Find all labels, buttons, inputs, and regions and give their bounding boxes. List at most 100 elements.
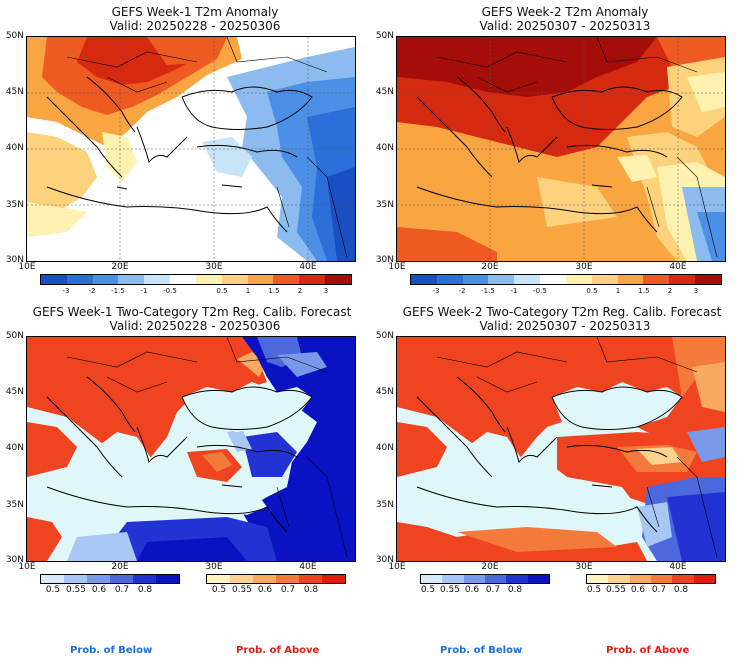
prob-below-colorbar [40,574,180,584]
anomaly-colorbar-swatch [565,275,592,284]
lat-label: 50N [5,331,24,341]
prob-above-colorbar-swatch [693,575,715,583]
anomaly-colorbar-swatch [273,275,300,284]
prob-below-colorbar-swatch [156,575,179,583]
prob-below-colorbar [420,574,550,584]
prob-above-colorbar-swatch [322,575,345,583]
prob-above-colorbar-swatch [207,575,230,583]
lon-label: 30E [575,562,593,572]
lat-label: 45N [375,387,394,397]
colorbar-label: 2 [297,287,303,295]
anomaly-colorbar-swatch [118,275,145,284]
colorbar-label: 0.7 [651,585,667,595]
colorbar-label: 2 [667,287,673,295]
panel-title: GEFS Week-1 Two-Category T2m Reg. Calib.… [32,305,352,319]
lat-label: 30N [5,255,24,265]
colorbar-label: 0.55 [605,585,627,595]
anomaly-colorbar-swatch [325,275,351,284]
probability-map [396,336,726,562]
colorbar-label: -1 [510,287,518,295]
panel-valid-date: Valid: 20250228 - 20250306 [109,319,281,333]
panel-valid-date: Valid: 20250307 - 20250313 [479,319,651,333]
panel-week1-anomaly: GEFS Week-1 T2m Anomaly Valid: 20250228 … [0,0,370,300]
colorbar-label: -2 [88,287,96,295]
prob-above-colorbar-swatch [650,575,673,583]
colorbar-label: -1.5 [481,287,495,295]
colorbar-label: 0.5 [586,585,602,595]
colorbar-label: 0.8 [507,585,523,595]
colorbar-label: 0.6 [630,585,646,595]
colorbar-label: 0.5 [211,585,227,595]
colorbar-label: 3 [693,287,699,295]
colorbar-label: -3 [432,287,440,295]
lat-label: 45N [5,387,24,397]
lat-label: 50N [375,31,394,41]
panel-week2-anomaly: GEFS Week-2 T2m Anomaly Valid: 20250307 … [370,0,740,300]
colorbar-label: -0.5 [533,287,547,295]
colorbar-label: 0.6 [257,585,273,595]
anomaly-colorbar-swatch [695,275,721,284]
prob-above-colorbar-swatch [230,575,253,583]
lat-label: 30N [375,555,394,565]
lon-label: 10E [18,262,36,272]
anomaly-colorbar-swatch [170,275,196,284]
colorbar-label: 0.8 [673,585,689,595]
colorbar-label: 0.5 [216,287,228,295]
colorbar-label: -1 [140,287,148,295]
panel-title: GEFS Week-1 T2m Anomaly [111,5,279,19]
prob-below-colorbar-swatch [421,575,443,583]
anomaly-colorbar-swatch [144,275,171,284]
lon-label: 30E [205,562,223,572]
colorbar-label: 1.5 [268,287,280,295]
anomaly-colorbar-swatch [540,275,566,284]
anomaly-colorbar-swatch [436,275,463,284]
anomaly-colorbar-swatch [195,275,222,284]
panel-valid-date: Valid: 20250307 - 20250313 [479,19,651,33]
colorbar-label: 1 [615,287,621,295]
lat-label: 40N [5,443,24,453]
colorbar-label: 0.6 [91,585,107,595]
prob-below-label: Prob. of Below [440,645,523,656]
lon-label: 40E [669,262,687,272]
lon-label: 20E [111,262,129,272]
prob-below-colorbar-swatch [41,575,64,583]
colorbar-label: 0.7 [114,585,130,595]
prob-below-colorbar-swatch [110,575,133,583]
anomaly-colorbar [40,274,352,285]
colorbar-label: 0.5 [586,287,598,295]
anomaly-colorbar [410,274,722,285]
lat-label: 40N [5,143,24,153]
anomaly-colorbar-swatch [41,275,67,284]
colorbar-label: -1.5 [111,287,125,295]
prob-above-label: Prob. of Above [606,645,690,656]
prob-above-colorbar-swatch [608,575,630,583]
prob-above-colorbar [206,574,346,584]
anomaly-colorbar-swatch [617,275,644,284]
panel-valid-date: Valid: 20250228 - 20250306 [109,19,281,33]
lon-label: 10E [388,262,406,272]
lat-label: 35N [5,200,24,210]
panel-title: GEFS Week-2 Two-Category T2m Reg. Calib.… [402,305,722,319]
panel-week2-probability: GEFS Week-2 Two-Category T2m Reg. Calib.… [370,300,740,662]
colorbar-label: 0.55 [65,585,87,595]
prob-above-colorbar-swatch [299,575,322,583]
lat-label: 50N [375,331,394,341]
colorbar-label: 1 [245,287,251,295]
colorbar-label: 1.5 [638,287,650,295]
prob-above-colorbar-swatch [672,575,694,583]
lon-label: 40E [299,562,317,572]
colorbar-label: 0.8 [303,585,319,595]
prob-below-colorbar-swatch [64,575,87,583]
lon-label: 40E [299,262,317,272]
colorbar-label: -0.5 [163,287,177,295]
lon-label: 30E [575,262,593,272]
lon-label: 20E [481,262,499,272]
anomaly-map [396,36,726,262]
colorbar-label: 0.7 [485,585,501,595]
lon-label: 10E [18,562,36,572]
anomaly-colorbar-swatch [92,275,119,284]
prob-above-colorbar-swatch [276,575,299,583]
lat-label: 45N [5,87,24,97]
prob-above-colorbar-swatch [253,575,276,583]
panel-title: GEFS Week-2 T2m Anomaly [481,5,649,19]
